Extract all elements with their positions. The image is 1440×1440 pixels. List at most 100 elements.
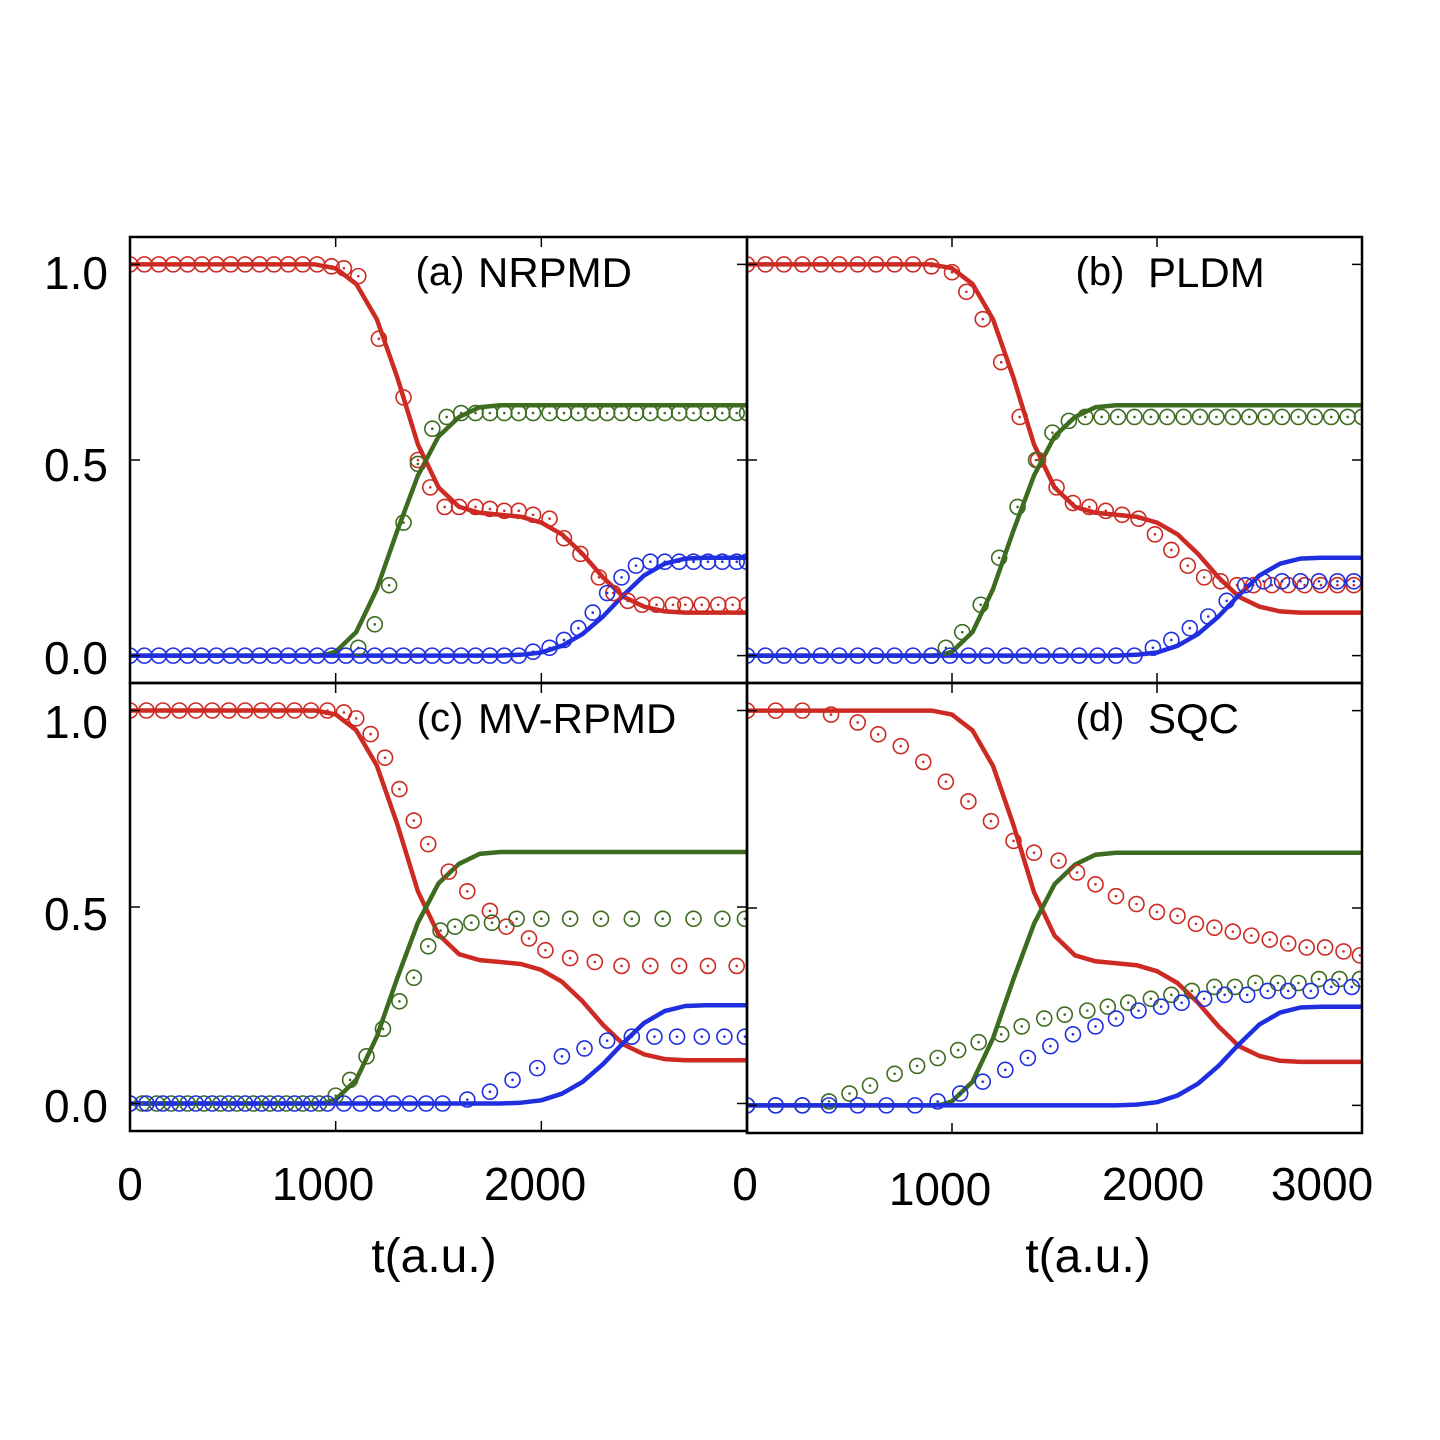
- marker-ring: [670, 957, 688, 975]
- marker-dot: [1012, 839, 1015, 843]
- marker-ring: [886, 1065, 903, 1083]
- panel-a-green-marker: [366, 616, 384, 633]
- marker-dot: [544, 948, 547, 952]
- panel-d-red-line: [747, 708, 1362, 1065]
- marker-ring: [1035, 1010, 1053, 1027]
- marker-ring: [458, 1091, 476, 1108]
- panel-c-green-marker: [533, 910, 550, 928]
- marker-ring: [253, 1095, 270, 1112]
- marker-dot: [677, 964, 681, 968]
- marker-dot: [1026, 1056, 1030, 1060]
- panel-d-red-marker: [869, 726, 887, 743]
- marker-ring: [570, 619, 587, 637]
- marker-ring: [1226, 978, 1244, 996]
- panel-d-blue-marker: [820, 1097, 838, 1114]
- marker-ring: [822, 706, 840, 723]
- marker-ring: [1279, 935, 1297, 952]
- marker-ring: [417, 1095, 435, 1112]
- panel-b-red-marker: [958, 283, 975, 301]
- panel-b-green-marker: [1044, 424, 1061, 441]
- panels-layer: (a) NRPMD (b) PLDM (c) MV-RPMD (d) SQC: [128, 235, 1364, 1135]
- marker-ring: [1322, 408, 1340, 426]
- marker-dot: [330, 654, 333, 657]
- marker-dot: [911, 654, 915, 657]
- marker-dot: [515, 917, 518, 921]
- marker-ring: [220, 702, 238, 719]
- marker-dot: [503, 411, 506, 415]
- panel-b-red-marker: [1081, 498, 1098, 516]
- marker-dot: [562, 536, 566, 540]
- x-tick-label-right-2000: 2000: [1102, 1158, 1204, 1210]
- panel-d-green-marker: [992, 1026, 1010, 1043]
- marker-ring: [996, 1061, 1014, 1079]
- marker-dot: [1336, 579, 1339, 583]
- marker-dot: [505, 925, 508, 928]
- marker-ring: [508, 910, 525, 928]
- panel-c-red-marker: [286, 702, 303, 719]
- marker-ring: [886, 647, 903, 664]
- marker-dot: [1049, 1044, 1052, 1048]
- marker-dot: [258, 654, 261, 657]
- marker-ring: [236, 1095, 254, 1112]
- marker-dot: [1170, 993, 1173, 997]
- marker-dot: [356, 274, 360, 278]
- marker-dot: [194, 709, 198, 712]
- panel-c-red-marker: [391, 780, 408, 798]
- marker-dot: [488, 909, 492, 913]
- marker-dot: [967, 654, 970, 657]
- marker-dot: [548, 646, 551, 650]
- marker-dot: [470, 921, 473, 925]
- marker-ring: [693, 596, 711, 614]
- marker-dot: [856, 263, 859, 266]
- panel-d-red-marker: [794, 702, 811, 719]
- marker-dot: [562, 638, 566, 642]
- marker-ring: [1206, 978, 1223, 996]
- y-tick-labels-bottom: 1.0 0.5 0.0: [44, 696, 108, 1132]
- marker-ring: [1322, 978, 1340, 996]
- marker-ring: [302, 702, 320, 719]
- marker-ring: [1076, 408, 1094, 426]
- marker-dot: [1286, 942, 1290, 945]
- marker-dot: [1303, 583, 1306, 587]
- marker-dot: [593, 960, 597, 964]
- marker-dot: [560, 1055, 564, 1058]
- marker-ring: [370, 330, 388, 348]
- marker-dot: [801, 654, 804, 657]
- panel-a-green-marker: [584, 404, 602, 422]
- marker-ring: [253, 702, 270, 719]
- marker-ring: [812, 647, 830, 664]
- marker-dot: [145, 709, 148, 712]
- marker-ring: [187, 1095, 205, 1112]
- marker-ring: [1261, 931, 1279, 948]
- marker-dot: [985, 654, 989, 657]
- marker-dot: [735, 411, 739, 415]
- panel-b: (b) PLDM: [745, 235, 1364, 685]
- panel-d-green-line: [747, 850, 1362, 1108]
- panel-d-red-marker: [1050, 852, 1067, 869]
- marker-dot: [605, 1039, 609, 1042]
- marker-ring: [1113, 506, 1131, 524]
- panel-a-green-line: [130, 402, 747, 658]
- marker-ring: [1183, 982, 1201, 1000]
- marker-ring: [1107, 647, 1125, 664]
- panel-b-red-marker: [867, 256, 885, 273]
- marker-ring: [347, 710, 365, 727]
- marker-ring: [1064, 494, 1082, 512]
- marker-dot: [387, 583, 391, 587]
- marker-dot: [997, 556, 1001, 560]
- marker-dot: [1133, 654, 1136, 657]
- panel-d-green-marker: [1056, 1006, 1074, 1023]
- panel-a-green-marker: [685, 404, 702, 422]
- marker-dot: [200, 263, 204, 266]
- marker-dot: [1176, 914, 1179, 918]
- panel-d-green-marker: [1269, 974, 1287, 992]
- panel-c-blue-marker: [504, 1071, 521, 1089]
- marker-ring: [1175, 408, 1192, 426]
- marker-dot: [677, 411, 681, 415]
- panel-c: (c) MV-RPMD: [128, 681, 749, 1133]
- marker-ring: [561, 910, 579, 928]
- y-tick-label-top-1-0: 1.0: [44, 247, 108, 299]
- marker-dot: [243, 654, 247, 657]
- marker-ring: [1019, 1049, 1037, 1067]
- panel-c-green-marker: [419, 937, 437, 955]
